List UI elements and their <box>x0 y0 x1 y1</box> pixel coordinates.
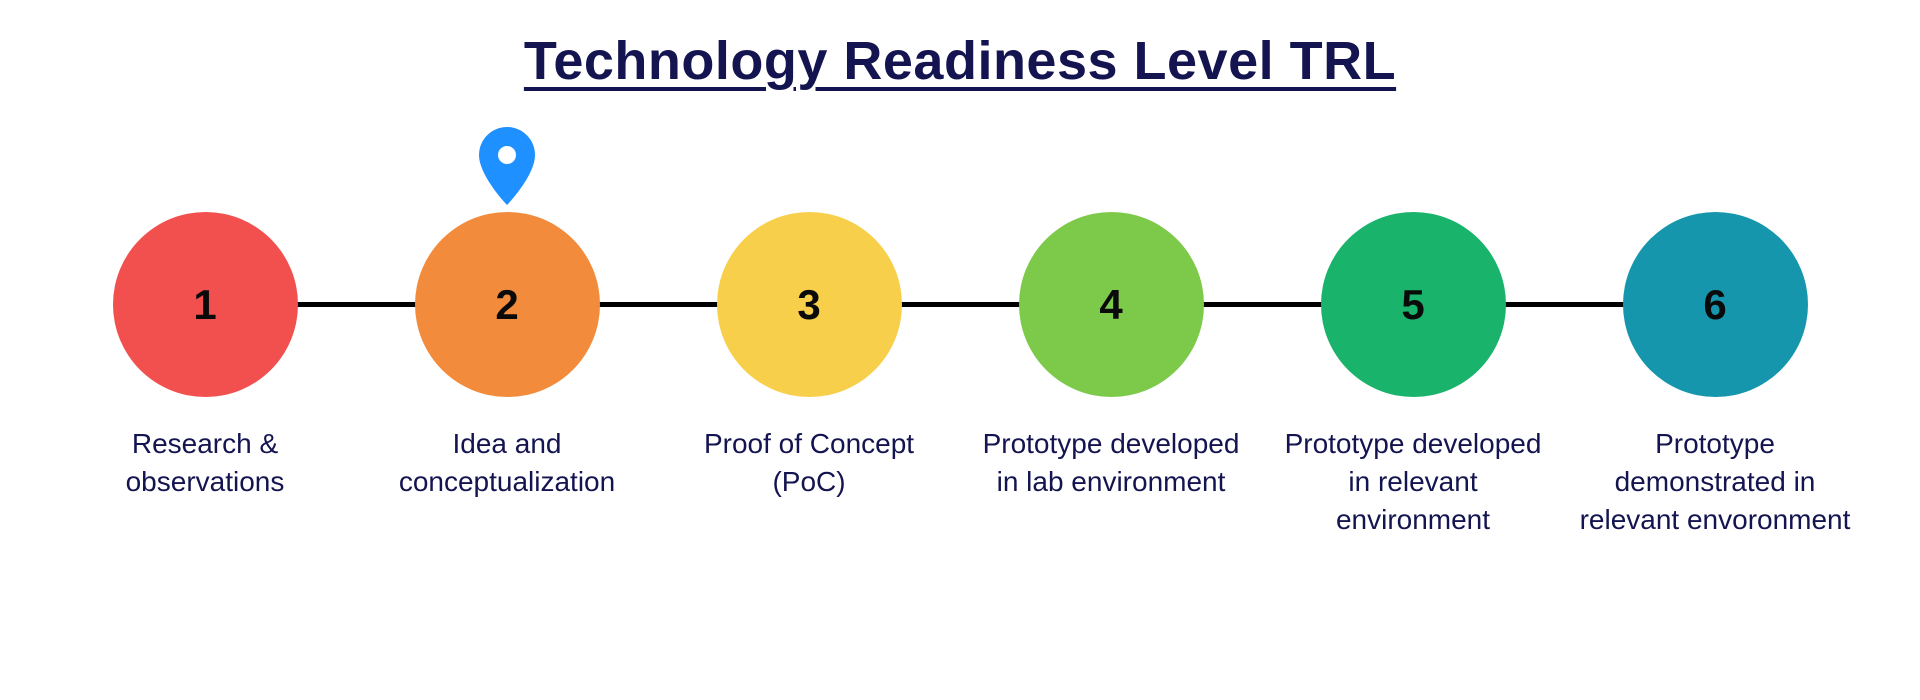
page-title: Technology Readiness Level TRL <box>0 0 1920 92</box>
trl-node-5: 5 Prototype developed in relevant environ… <box>1268 212 1558 538</box>
trl-label: Proof of Concept (PoC) <box>669 425 949 501</box>
trl-circle-5: 5 <box>1321 212 1506 397</box>
trl-label: Prototype developed in relevant environm… <box>1273 425 1553 538</box>
location-pin-icon <box>479 127 535 210</box>
trl-label: Prototype demonstrated in relevant envor… <box>1575 425 1855 538</box>
nodes-row: 1 Research & observations 2 Idea and concep… <box>0 212 1920 538</box>
trl-circle-3: 3 <box>717 212 902 397</box>
trl-circle-6: 6 <box>1623 212 1808 397</box>
trl-number: 4 <box>1099 281 1122 329</box>
trl-number: 3 <box>797 281 820 329</box>
trl-label: Prototype developed in lab environment <box>971 425 1251 501</box>
trl-node-2: 2 Idea and conceptualization <box>362 212 652 538</box>
trl-diagram: 1 Research & observations 2 Idea and concep… <box>0 212 1920 538</box>
trl-circle-1: 1 <box>113 212 298 397</box>
trl-node-6: 6 Prototype demonstrated in relevant envo… <box>1570 212 1860 538</box>
trl-node-4: 4 Prototype developed in lab environment <box>966 212 1256 538</box>
trl-label: Idea and conceptualization <box>367 425 647 501</box>
trl-circle-4: 4 <box>1019 212 1204 397</box>
trl-label: Research & observations <box>65 425 345 501</box>
trl-number: 2 <box>495 281 518 329</box>
trl-node-3: 3 Proof of Concept (PoC) <box>664 212 954 538</box>
trl-number: 1 <box>193 281 216 329</box>
trl-number: 6 <box>1703 281 1726 329</box>
trl-number: 5 <box>1401 281 1424 329</box>
trl-node-1: 1 Research & observations <box>60 212 350 538</box>
trl-circle-2: 2 <box>415 212 600 397</box>
